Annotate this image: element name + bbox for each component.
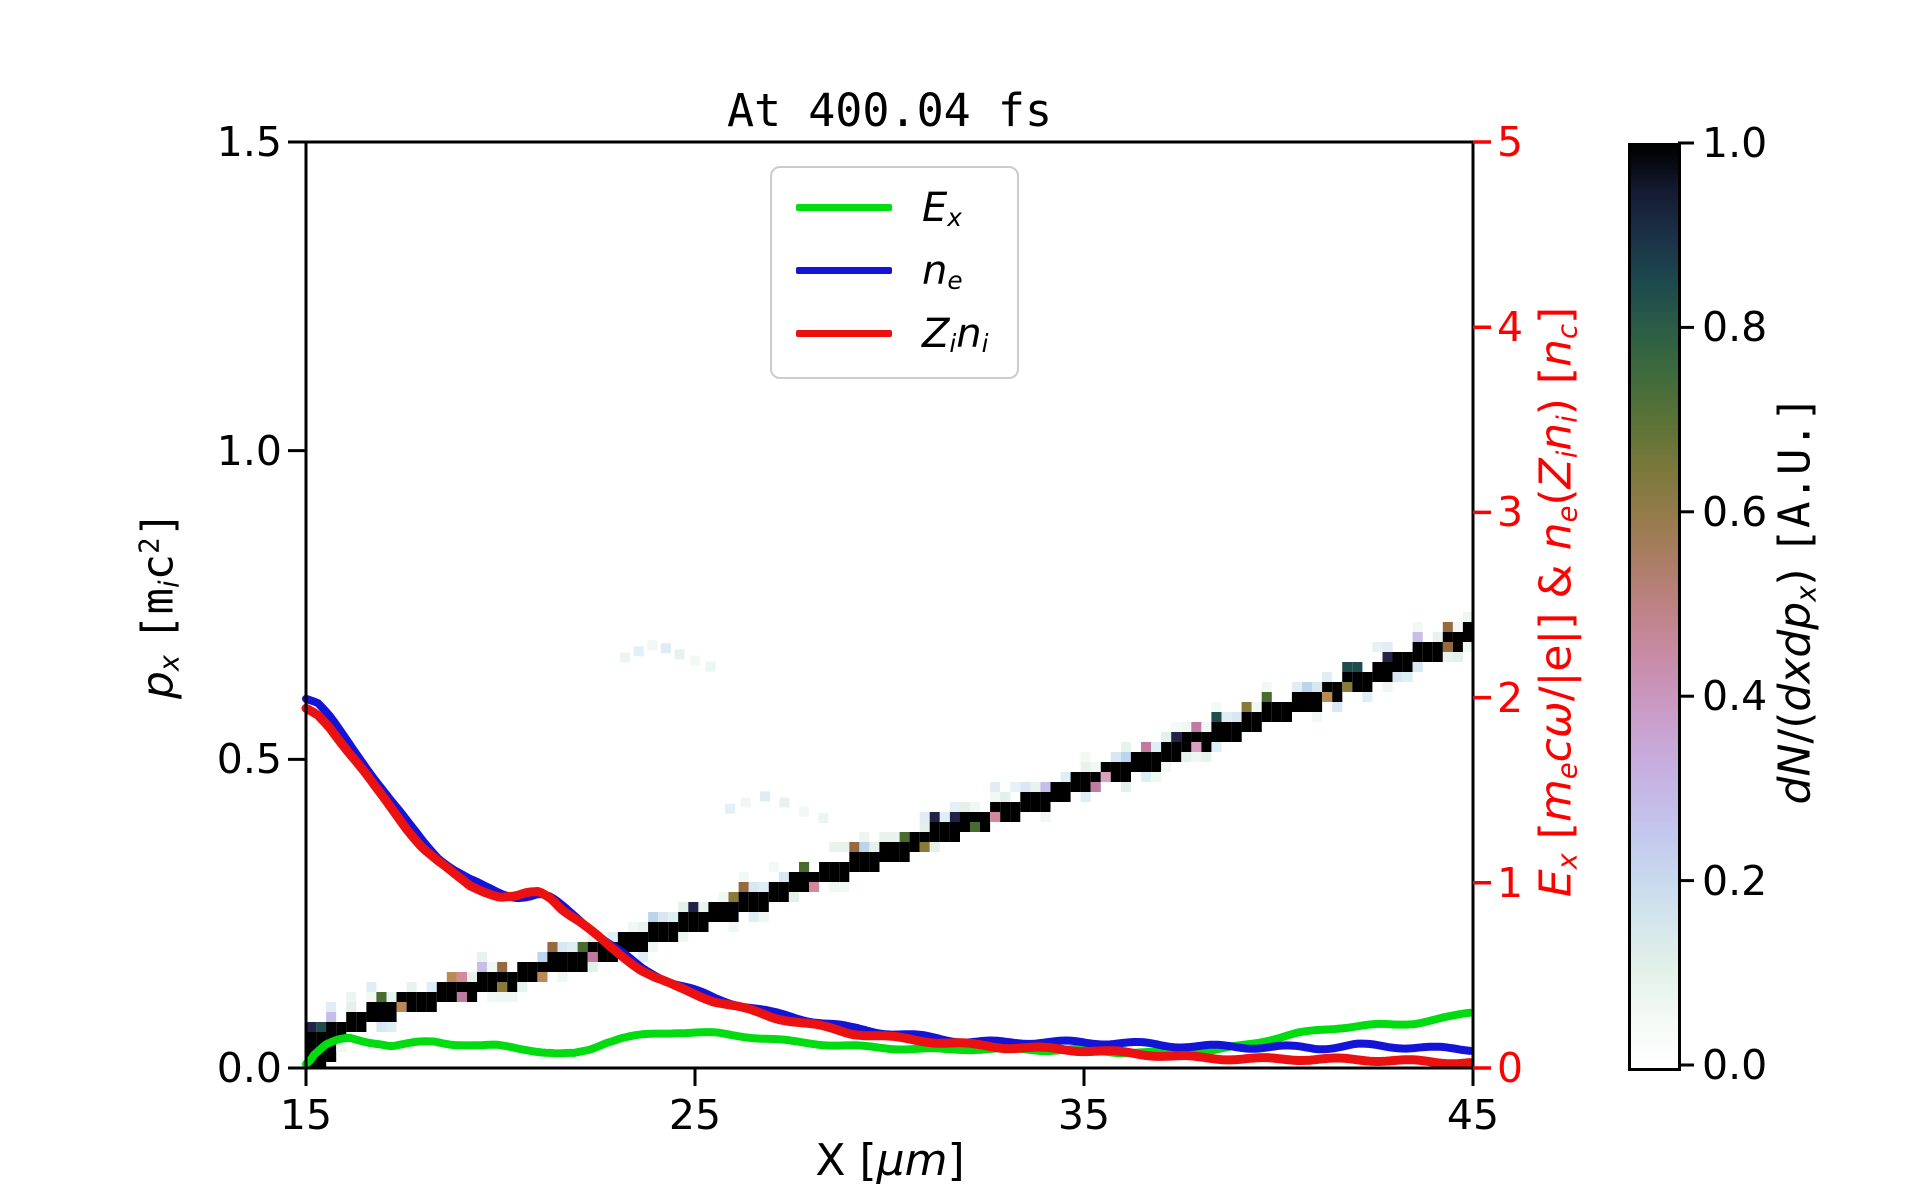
y-left-tick-label: 0.5	[216, 735, 282, 784]
label-segment: x	[1791, 585, 1823, 602]
label-segment: x	[154, 654, 186, 672]
label-segment: )	[1769, 554, 1821, 586]
label-segment: d	[1769, 776, 1821, 805]
chart-title: At 400.04 fs	[726, 84, 1053, 137]
colorbar-tick-label: 0.6	[1702, 487, 1768, 536]
label-segment: ω	[1530, 701, 1582, 739]
y-right-tick-label: 3	[1497, 488, 1524, 537]
label-segment: i	[981, 328, 989, 358]
x-tick-label: 45	[1446, 1091, 1500, 1139]
legend-label: ne	[922, 247, 963, 295]
label-segment: n	[1530, 522, 1582, 551]
x-tick-label: 15	[279, 1091, 333, 1139]
label-segment: Z	[1530, 458, 1582, 489]
label-segment: d	[1769, 683, 1821, 712]
y-axis-left-label: px [mic2]	[132, 510, 186, 700]
label-segment: [	[1530, 822, 1582, 854]
label-segment: E	[922, 184, 948, 231]
label-segment: ]	[947, 1135, 965, 1186]
curve-Zini	[301, 703, 1475, 1069]
label-segment: 2	[134, 537, 166, 554]
label-segment: n	[922, 247, 948, 294]
y-right-tick-label: 4	[1497, 303, 1524, 352]
x-tick-label: 35	[1057, 1091, 1111, 1139]
label-segment: E	[1530, 869, 1582, 898]
label-segment: X	[815, 1135, 846, 1186]
label-segment: n	[1530, 422, 1582, 451]
label-segment: e	[1552, 762, 1584, 780]
label-segment: μ	[876, 1135, 905, 1186]
label-segment: ]	[1530, 306, 1582, 325]
label-segment: x	[1552, 853, 1584, 870]
legend-swatch	[796, 267, 892, 274]
label-segment: ) [	[1530, 366, 1582, 416]
legend-label: Zini	[922, 310, 989, 358]
y-axis-right-label: Ex [mecω/|e|] & ne(Zini) [nc]	[1530, 306, 1584, 898]
legend: Ex ne Zini	[770, 166, 1019, 379]
colorbar-tick-label: 0.4	[1702, 672, 1768, 721]
label-segment: /|e|] &	[1530, 550, 1582, 702]
heatmap-band	[306, 612, 1473, 1068]
colorbar-tick-label: 1.0	[1702, 119, 1768, 167]
label-segment: e	[947, 265, 963, 295]
y-right-tick-label: 5	[1497, 118, 1524, 166]
label-segment: i	[154, 580, 186, 588]
tick-marks	[288, 140, 1694, 1086]
colorbar-tick-label: 0.8	[1702, 303, 1768, 352]
label-segment	[133, 641, 184, 655]
legend-swatch	[796, 204, 892, 211]
legend-item: ne	[796, 239, 989, 302]
x-tick-label: 25	[668, 1091, 722, 1139]
colorbar-tick-label: 0.0	[1702, 1041, 1768, 1089]
label-segment: c	[1530, 738, 1582, 763]
axes-spines	[304, 140, 1475, 1070]
label-segment: p	[132, 671, 184, 700]
curve-Ex	[302, 1008, 1474, 1068]
colorbar-label: dN/(dxdpx) [A.U.]	[1769, 395, 1823, 805]
label-segment: Z	[922, 310, 950, 357]
label-segment: i	[949, 328, 957, 358]
label-segment: (	[1530, 488, 1582, 506]
x-axis-label: X [μm]	[815, 1135, 964, 1186]
y-right-tick-label: 2	[1497, 673, 1524, 722]
legend-item: Zini	[796, 302, 989, 365]
label-segment: p	[1769, 601, 1821, 630]
y-left-tick-label: 1.0	[216, 426, 282, 475]
label-segment: ]	[132, 510, 184, 538]
legend-swatch	[796, 330, 892, 337]
colorbar-tick-label: 0.2	[1702, 856, 1768, 905]
label-segment: i	[1552, 450, 1584, 459]
label-segment: n	[1530, 339, 1582, 367]
colorbar-gradient	[1628, 143, 1681, 1071]
label-segment: /(	[1769, 711, 1821, 744]
label-segment: [A.U.]	[1769, 395, 1821, 555]
y-left-tick-label: 0.0	[216, 1044, 282, 1092]
label-segment: c	[1552, 324, 1584, 340]
legend-label: Ex	[922, 184, 962, 232]
label-segment: x	[947, 202, 962, 232]
label-segment: m	[1530, 779, 1582, 823]
legend-item: Ex	[796, 176, 989, 239]
label-segment: [	[845, 1135, 877, 1186]
label-segment: m	[904, 1135, 948, 1186]
y-right-tick-label: 1	[1497, 858, 1524, 907]
label-segment: c	[132, 553, 184, 581]
label-segment: x	[1769, 657, 1821, 684]
y-left-tick-label: 1.5	[216, 118, 282, 166]
label-segment: m	[132, 587, 184, 615]
y-right-tick-label: 0	[1497, 1044, 1524, 1092]
label-segment: N	[1769, 743, 1821, 777]
label-segment: [	[132, 614, 184, 641]
label-segment: e	[1552, 505, 1584, 523]
curve-ne	[302, 694, 1474, 1055]
label-segment: i	[1552, 415, 1584, 423]
label-segment: n	[956, 310, 982, 357]
label-segment: d	[1769, 629, 1821, 658]
